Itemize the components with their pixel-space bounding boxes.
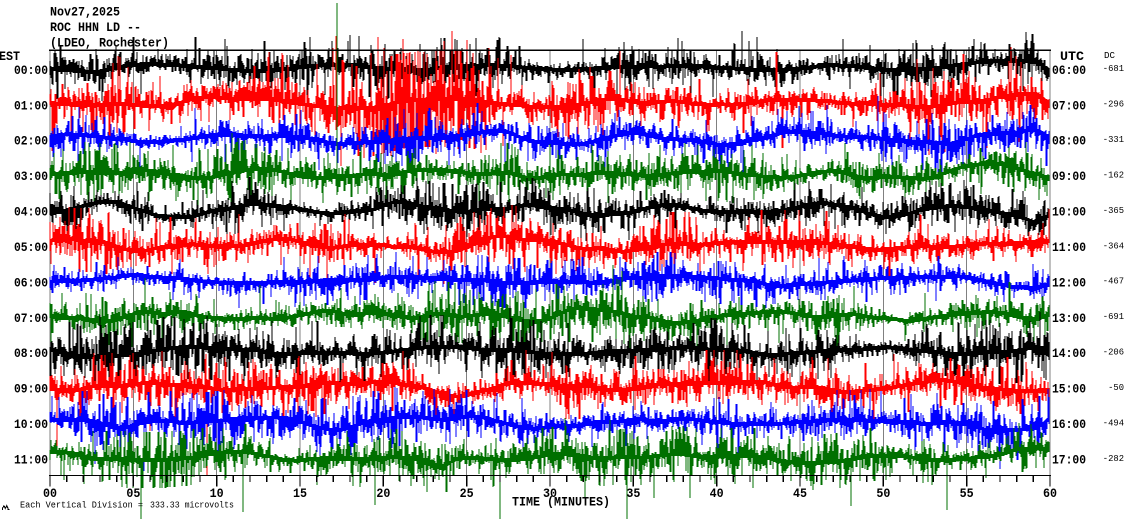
svg-text:17:00: 17:00 bbox=[1052, 452, 1086, 467]
svg-text:Each Vertical Division =: Each Vertical Division = bbox=[20, 501, 143, 511]
svg-text:60: 60 bbox=[1043, 486, 1057, 501]
svg-text:05:00: 05:00 bbox=[14, 240, 48, 255]
svg-text:01:00: 01:00 bbox=[14, 98, 48, 113]
svg-text:04:00: 04:00 bbox=[14, 205, 48, 220]
svg-text:10: 10 bbox=[210, 486, 224, 501]
svg-text:(LDEO, Rochester): (LDEO, Rochester) bbox=[50, 36, 169, 51]
svg-text:09:00: 09:00 bbox=[1052, 169, 1086, 184]
svg-text:-296: -296 bbox=[1103, 100, 1124, 110]
svg-text:16:00: 16:00 bbox=[1052, 417, 1086, 432]
svg-text:00:00: 00:00 bbox=[14, 63, 48, 78]
svg-text:55: 55 bbox=[960, 486, 974, 501]
svg-text:10:00: 10:00 bbox=[14, 417, 48, 432]
svg-text:-50: -50 bbox=[1108, 383, 1124, 393]
svg-text:00: 00 bbox=[43, 486, 57, 501]
svg-text:30: 30 bbox=[543, 486, 557, 501]
svg-text:-467: -467 bbox=[1103, 277, 1124, 287]
svg-text:Nov27,2025: Nov27,2025 bbox=[50, 5, 120, 20]
svg-text:08:00: 08:00 bbox=[1052, 134, 1086, 149]
svg-text:10:00: 10:00 bbox=[1052, 205, 1086, 220]
svg-text:45: 45 bbox=[793, 486, 807, 501]
svg-text:DC: DC bbox=[1104, 51, 1116, 61]
svg-text:02:00: 02:00 bbox=[14, 134, 48, 149]
svg-text:-494: -494 bbox=[1103, 418, 1124, 428]
svg-text:ROC HHN LD --: ROC HHN LD -- bbox=[50, 20, 141, 35]
svg-text:06:00: 06:00 bbox=[1052, 63, 1086, 78]
svg-text:50: 50 bbox=[876, 486, 890, 501]
svg-text:15:00: 15:00 bbox=[1052, 382, 1086, 397]
svg-text:11:00: 11:00 bbox=[1052, 240, 1086, 255]
svg-text:-681: -681 bbox=[1103, 64, 1124, 74]
svg-text:07:00: 07:00 bbox=[14, 311, 48, 326]
svg-text:-206: -206 bbox=[1103, 348, 1124, 358]
svg-text:07:00: 07:00 bbox=[1052, 98, 1086, 113]
svg-text:14:00: 14:00 bbox=[1052, 346, 1086, 361]
svg-text:TIME (MINUTES): TIME (MINUTES) bbox=[512, 495, 610, 510]
svg-text:-364: -364 bbox=[1103, 241, 1124, 251]
svg-text:05: 05 bbox=[126, 486, 140, 501]
svg-text:03:00: 03:00 bbox=[14, 169, 48, 184]
svg-text:-162: -162 bbox=[1103, 170, 1124, 180]
svg-text:-331: -331 bbox=[1103, 135, 1124, 145]
svg-text:-691: -691 bbox=[1103, 312, 1124, 322]
svg-text:12:00: 12:00 bbox=[1052, 275, 1086, 290]
svg-text:20: 20 bbox=[376, 486, 390, 501]
svg-text:EST: EST bbox=[0, 49, 20, 64]
svg-text:333.33 microvolts: 333.33 microvolts bbox=[150, 501, 234, 511]
svg-text:15: 15 bbox=[293, 486, 307, 501]
svg-text:13:00: 13:00 bbox=[1052, 311, 1086, 326]
svg-text:06:00: 06:00 bbox=[14, 275, 48, 290]
svg-text:UTC: UTC bbox=[1060, 49, 1084, 64]
svg-text:25: 25 bbox=[460, 486, 474, 501]
svg-text:11:00: 11:00 bbox=[14, 452, 48, 467]
svg-text:-365: -365 bbox=[1103, 206, 1124, 216]
svg-text:08:00: 08:00 bbox=[14, 346, 48, 361]
svg-text:-282: -282 bbox=[1103, 454, 1124, 464]
svg-text:40: 40 bbox=[710, 486, 724, 501]
svg-text:09:00: 09:00 bbox=[14, 382, 48, 397]
svg-text:35: 35 bbox=[626, 486, 640, 501]
